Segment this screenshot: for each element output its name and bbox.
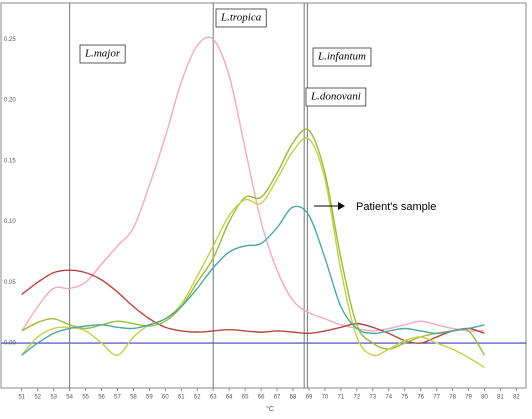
x-tick-label: 75 — [401, 395, 408, 401]
x-tick-label: 66 — [258, 395, 265, 401]
x-tick-label: 77 — [433, 395, 440, 401]
x-tick-label: 52 — [34, 395, 41, 401]
marker-label: L.major — [84, 48, 121, 60]
x-tick-label: 79 — [465, 395, 472, 401]
annotation-arrowhead — [338, 202, 345, 210]
x-tick-label: 67 — [274, 395, 281, 401]
x-tick-label: 54 — [66, 395, 73, 401]
x-tick-label: 58 — [130, 395, 137, 401]
x-tick-label: 51 — [18, 395, 25, 401]
x-tick-label: 69 — [306, 395, 313, 401]
x-tick-label: 53 — [50, 395, 57, 401]
y-tick-label: 0.10 — [4, 219, 16, 225]
marker-label: L.donovani — [310, 91, 361, 103]
x-tick-label: 70 — [322, 395, 329, 401]
x-tick-label: 76 — [417, 395, 424, 401]
series-line — [21, 36, 485, 332]
x-tick-label: 78 — [449, 395, 456, 401]
x-tick-label: 81 — [497, 395, 504, 401]
x-tick-label: 82 — [513, 395, 520, 401]
x-tick-label: 60 — [162, 395, 169, 401]
x-tick-label: 72 — [354, 395, 361, 401]
x-tick-label: 64 — [226, 395, 233, 401]
y-tick-label: 0.25 — [4, 37, 16, 43]
y-tick-label: 0.15 — [4, 158, 16, 164]
series-line — [21, 269, 485, 344]
x-tick-label: 55 — [82, 395, 89, 401]
y-tick-label: 0.05 — [4, 280, 16, 286]
x-tick-label: 56 — [98, 395, 105, 401]
x-tick-label: 65 — [242, 395, 249, 401]
x-tick-label: 62 — [194, 395, 201, 401]
marker-label: L.tropica — [220, 12, 262, 24]
x-tick-label: 59 — [146, 395, 153, 401]
marker-label-box — [305, 87, 367, 107]
x-tick-label: 71 — [338, 395, 345, 401]
series-line — [21, 137, 485, 368]
marker-label-box — [312, 47, 372, 67]
x-tick-label: 80 — [481, 395, 488, 401]
x-tick-label: 74 — [385, 395, 392, 401]
x-tick-label: 73 — [369, 395, 376, 401]
marker-label-box — [79, 44, 126, 64]
annotation: Patient's sample — [356, 201, 436, 213]
x-tick-label: 61 — [178, 395, 185, 401]
y-tick-label: 0.20 — [4, 98, 16, 104]
x-axis-label: °C — [266, 405, 274, 413]
marker-label: L.infantum — [317, 51, 366, 63]
x-tick-label: 63 — [210, 395, 217, 401]
x-tick-label: 57 — [114, 395, 121, 401]
marker-label-box — [215, 8, 267, 28]
series-line — [21, 205, 485, 356]
x-tick-label: 68 — [290, 395, 297, 401]
